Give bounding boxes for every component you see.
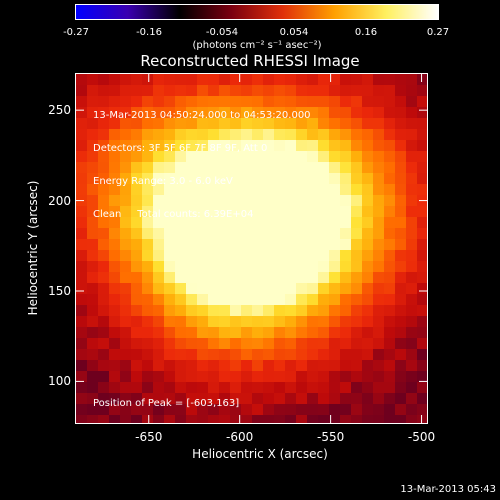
observation-info: 13-Mar-2013 04:50:24.000 to 04:53:20.000… [93, 88, 311, 231]
x-tick-label: -550 [316, 430, 345, 444]
y-tick-label: 100 [48, 374, 71, 389]
x-tick-label: -600 [226, 430, 254, 444]
footer-timestamp: 13-Mar-2013 05:43 [400, 484, 496, 495]
energy-range-text: Energy Range: 3.0 - 6.0 keV [93, 176, 233, 187]
y-tick-label: 250 [48, 103, 71, 118]
colorbar-tick-label: -0.16 [136, 27, 162, 38]
x-axis-label: Heliocentric X (arcsec) [192, 447, 328, 461]
heatmap-image [76, 74, 427, 423]
colorbar-tick-label: 0.16 [354, 27, 378, 38]
detectors-text: Detectors: 3F 5F 6F 7F 8F 9F, Att 0 [93, 143, 268, 154]
colorbar-tick-label: 0.054 [279, 27, 309, 38]
colorbar-tick-label: 0.27 [426, 27, 450, 38]
peak-position-text: Position of Peak = [-603,163] [93, 398, 240, 409]
colorbar-gradient [76, 5, 438, 19]
x-tick-label: -500 [407, 430, 436, 444]
colorbar [75, 4, 439, 20]
colorbar-unit-label: (photons cm⁻² s⁻¹ asec⁻²) [192, 40, 322, 51]
colorbar-tick-label: -0.054 [205, 27, 239, 38]
y-axis-label: Heliocentric Y (arcsec) [26, 180, 40, 316]
x-tick-label: -650 [135, 430, 163, 444]
time-range-text: 13-Mar-2013 04:50:24.000 to 04:53:20.000 [93, 110, 311, 121]
plot-title: Reconstructed RHESSI Image [140, 52, 360, 70]
y-tick-label: 150 [48, 283, 71, 298]
heatmap-cells [76, 74, 427, 423]
heatmap-plot [75, 73, 428, 424]
clean-counts-text: Clean Total counts: 6.39E+04 [93, 209, 254, 220]
y-tick-label: 200 [48, 193, 71, 208]
colorbar-tick-label: -0.27 [63, 27, 89, 38]
